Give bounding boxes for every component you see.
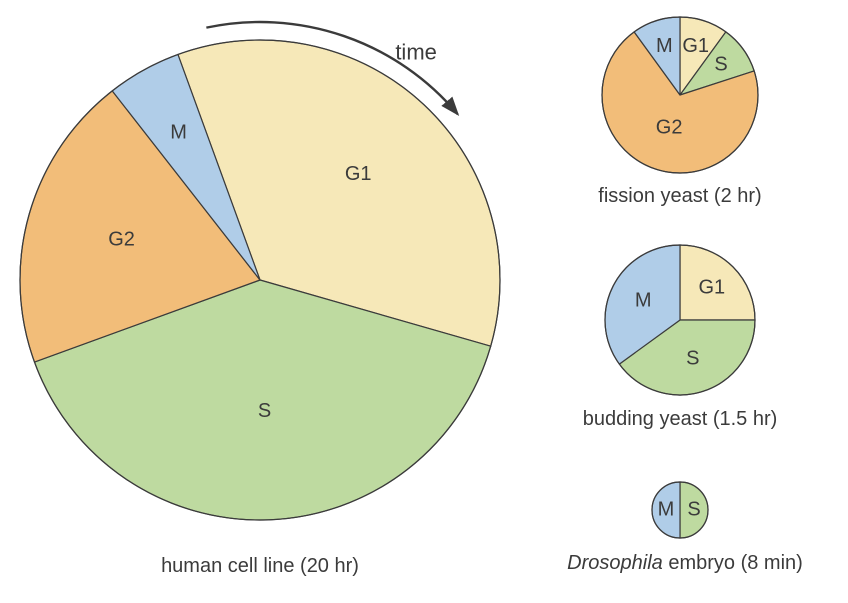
time-arrow-label: time	[395, 40, 437, 65]
slice-label-s: S	[258, 400, 271, 422]
caption-human: human cell line (20 hr)	[60, 555, 460, 578]
slice-label-g1: G1	[682, 35, 709, 57]
slice-label-s: S	[686, 348, 699, 370]
pie-drosophila: SM	[652, 482, 708, 538]
pie-human: G1 S G2 M	[20, 40, 500, 520]
slice-label-m: M	[170, 121, 187, 143]
cell-cycle-figure: G1SG2M G1SG2M G1SM SM time	[0, 0, 848, 603]
caption-budding: budding yeast (1.5 hr)	[570, 408, 790, 431]
slice-label-g2: G2	[108, 229, 135, 251]
slice-label-s: S	[687, 498, 700, 520]
caption-fission: fission yeast (2 hr)	[580, 185, 780, 208]
slice-label-g1: G1	[345, 163, 372, 185]
caption-drosophila-rest: embryo (8 min)	[663, 552, 803, 574]
caption-drosophila-italic: Drosophila	[567, 552, 663, 574]
slice-label-g2: G2	[656, 117, 683, 139]
slice-label-m: M	[635, 290, 652, 312]
slice-label-g1: G1	[698, 276, 725, 298]
slice-label-s: S	[714, 53, 727, 75]
slice-label-m: M	[656, 35, 673, 57]
pie-fission: G1S G2 M	[602, 17, 758, 173]
slice-label-m: M	[658, 498, 675, 520]
pie-budding: G1 S M	[605, 245, 755, 395]
caption-drosophila: Drosophila embryo (8 min)	[555, 552, 815, 575]
